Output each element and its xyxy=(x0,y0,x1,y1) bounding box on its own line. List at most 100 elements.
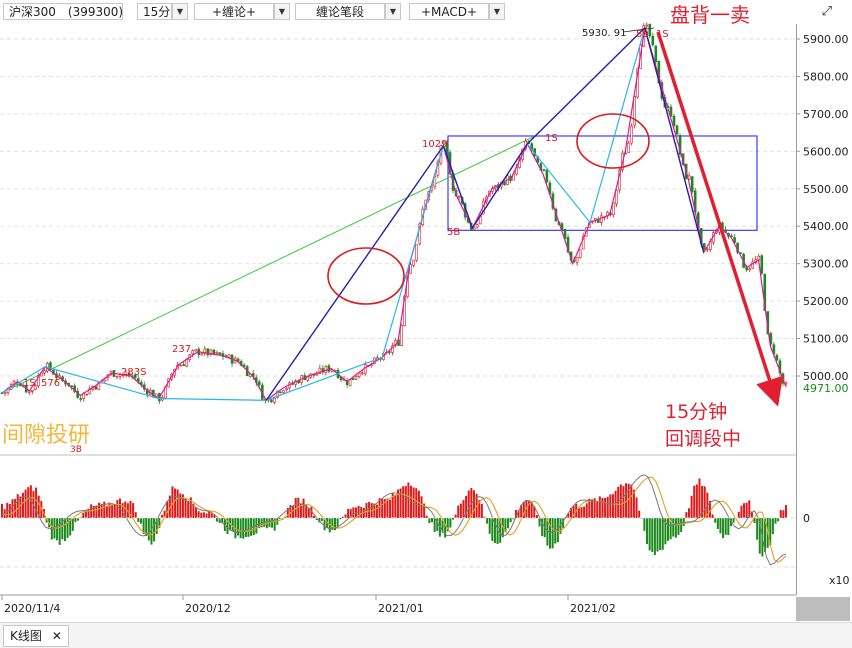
macd-bar xyxy=(481,504,483,518)
candle-body xyxy=(634,96,636,125)
macd-bar xyxy=(651,518,653,552)
macd-zero-label: 0 xyxy=(803,512,810,525)
label-1029: 1029 xyxy=(422,139,447,150)
macd-bar xyxy=(242,518,244,539)
candle-body xyxy=(307,377,309,380)
macd-bar xyxy=(609,494,611,518)
candle-body xyxy=(401,325,403,345)
label-1s-top: 1S xyxy=(656,29,669,40)
peak-value-label: 5930. 91 xyxy=(582,28,627,39)
macd-bar xyxy=(98,503,100,518)
macd-bar xyxy=(150,518,152,545)
candle-body xyxy=(473,228,475,230)
macd-bar xyxy=(675,518,677,538)
candle-body xyxy=(646,25,648,26)
macd-bar xyxy=(738,512,740,518)
macd-bar xyxy=(198,511,200,518)
macd-bar xyxy=(59,518,61,545)
macd-bar xyxy=(636,497,638,518)
candle-body xyxy=(213,350,215,354)
macd-bar xyxy=(510,518,512,522)
macd-bar xyxy=(725,518,727,535)
macd-bar xyxy=(303,499,305,518)
candle-body xyxy=(503,182,505,184)
macd-bar xyxy=(775,518,777,524)
x-tick-label: 2021/01 xyxy=(378,602,424,615)
candle-body xyxy=(691,177,693,192)
macd-bar xyxy=(704,486,706,518)
macd-bar xyxy=(313,516,315,518)
bi-stroke-line xyxy=(2,28,786,401)
macd-bar xyxy=(368,502,370,518)
candle-body xyxy=(95,387,97,389)
macd-bar xyxy=(657,518,659,552)
macd-bar xyxy=(646,518,648,544)
macd-bar xyxy=(599,496,601,518)
macd-bar xyxy=(400,488,402,518)
macd-bar xyxy=(56,518,58,540)
macd-bar xyxy=(140,518,142,524)
macd-bar xyxy=(473,490,475,518)
macd-bar xyxy=(206,513,208,518)
macd-bar xyxy=(680,518,682,532)
y-tick-label: 5400.00 xyxy=(803,220,849,233)
macd-bar xyxy=(245,518,247,537)
macd-bar xyxy=(486,518,488,524)
macd-multiplier-label: x10 xyxy=(829,574,850,587)
macd-bar xyxy=(455,515,457,518)
y-tick-label: 5500.00 xyxy=(803,183,849,196)
candle-body xyxy=(358,373,360,377)
macd-bar xyxy=(507,518,509,528)
close-icon[interactable]: ✕ xyxy=(52,629,62,643)
last-price-label: 4971.00 xyxy=(803,382,849,395)
macd-bar xyxy=(1,504,3,518)
macd-bar xyxy=(237,518,239,535)
candle-body xyxy=(776,355,778,360)
label-5b: 5B xyxy=(447,227,460,238)
candle-body xyxy=(361,373,363,374)
watermark-text: 间隙投研 xyxy=(2,423,90,448)
macd-bar xyxy=(177,489,179,518)
y-tick-label: 5200.00 xyxy=(803,295,849,308)
macd-bar xyxy=(588,499,590,518)
macd-bar xyxy=(187,501,189,518)
macd-bar xyxy=(132,503,134,518)
macd-bar xyxy=(643,518,645,531)
macd-bar xyxy=(601,498,603,518)
macd-bar xyxy=(630,485,632,518)
macd-bar xyxy=(376,505,378,518)
macd-bar xyxy=(457,506,459,518)
macd-bar xyxy=(722,518,724,538)
macd-bar xyxy=(405,486,407,518)
candle-body xyxy=(673,116,675,126)
macd-bar xyxy=(549,518,551,549)
macd-bar xyxy=(240,518,242,538)
macd-bar xyxy=(536,515,538,518)
candle-body xyxy=(216,352,218,353)
macd-bar xyxy=(247,518,249,537)
macd-bar xyxy=(733,518,735,523)
macd-bar xyxy=(344,515,346,518)
macd-bar xyxy=(166,501,168,518)
macd-bar xyxy=(82,513,84,518)
macd-bar xyxy=(27,487,29,518)
candle-body xyxy=(615,190,617,203)
macd-bar xyxy=(649,518,651,550)
macd-bar xyxy=(622,486,624,518)
retracement-note-line2: 回调段中 xyxy=(665,428,741,450)
macd-bar xyxy=(604,498,606,518)
macd-bar xyxy=(200,513,202,518)
candle-body xyxy=(761,256,763,274)
y-tick-label: 5900.00 xyxy=(803,33,849,46)
macd-bar xyxy=(727,518,729,535)
tab-kline[interactable]: K线图✕ xyxy=(3,625,69,647)
candle-body xyxy=(186,360,188,367)
macd-bar xyxy=(591,499,593,518)
label-576: 576 xyxy=(41,378,60,389)
y-tick-label: 5600.00 xyxy=(803,145,849,158)
macd-bar xyxy=(596,502,598,518)
scrollbar-thumb[interactable] xyxy=(796,597,850,621)
candle-body xyxy=(703,244,705,249)
macd-bar xyxy=(620,484,622,518)
